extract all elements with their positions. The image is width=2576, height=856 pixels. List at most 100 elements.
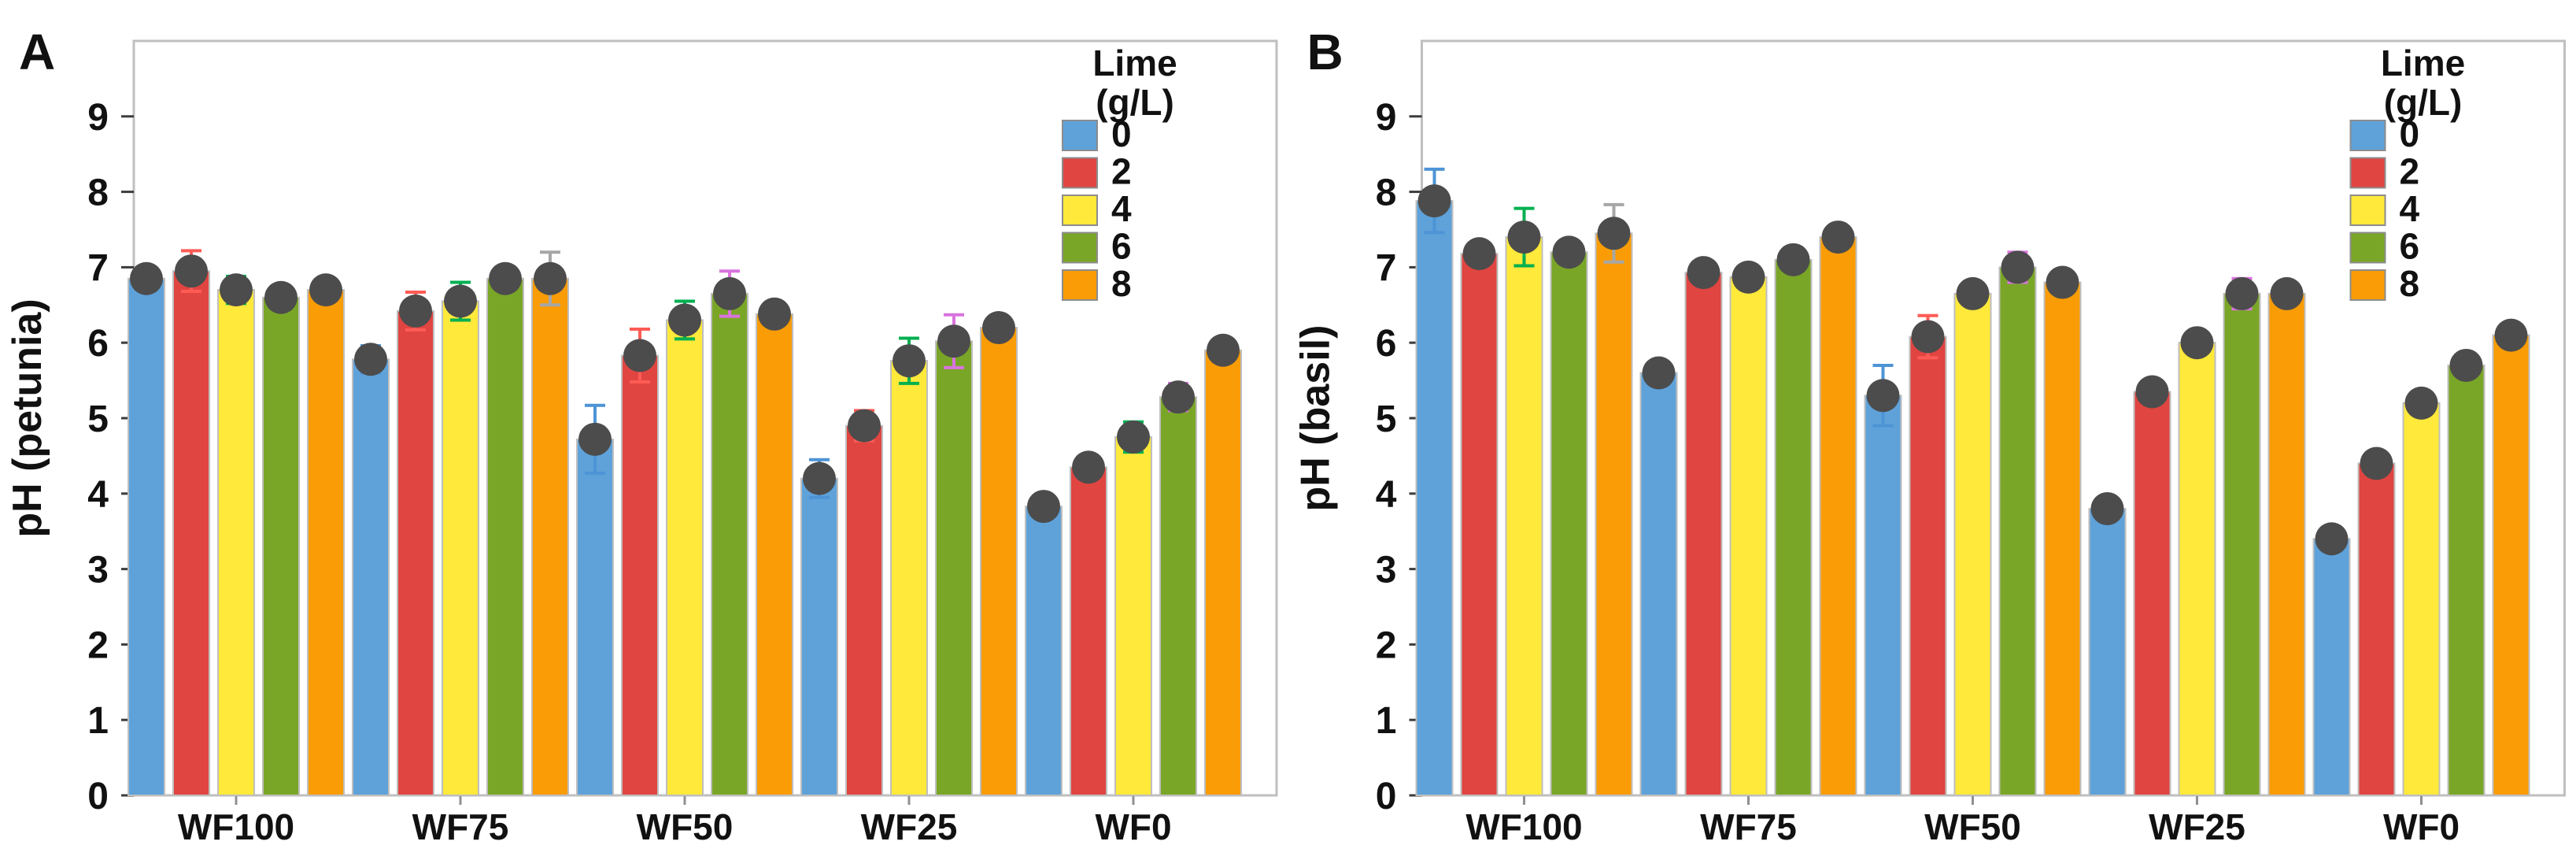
- bar-wf50-lime8: [2043, 281, 2082, 796]
- bar-wf50-lime8: [756, 313, 793, 796]
- bar-wf75-lime8: [1819, 236, 1857, 796]
- y-axis-tick-label: 7: [1376, 247, 1397, 289]
- bar-wf100-lime6: [1550, 251, 1588, 796]
- y-axis-tick-label: 4: [1376, 474, 1397, 516]
- legend-swatch-lime4: [2349, 195, 2386, 226]
- mean-dot: [1687, 256, 1720, 290]
- bar-wf50-lime6: [1998, 266, 2037, 796]
- mean-dot: [758, 297, 791, 331]
- legend-swatch-lime8: [2349, 269, 2386, 301]
- y-axis-tick-label: 2: [1376, 624, 1397, 666]
- mean-dot: [2270, 276, 2304, 310]
- mean-dot: [623, 339, 656, 372]
- mean-dot: [893, 344, 926, 378]
- x-category-label: WF0: [1095, 806, 1171, 847]
- mean-dot: [982, 311, 1015, 345]
- mean-dot: [1597, 217, 1631, 250]
- x-category-label: WF50: [1924, 806, 2021, 847]
- bar-wf0-lime6: [1159, 396, 1197, 796]
- mean-dot: [1866, 379, 1900, 413]
- legend-label-lime6: 6: [1111, 226, 1132, 267]
- mean-dot: [444, 284, 477, 318]
- mean-dot: [1162, 380, 1195, 414]
- y-axis-tick-label: 9: [1376, 97, 1397, 139]
- y-axis-tick-label: 7: [87, 247, 109, 289]
- bar-wf25-lime2: [2133, 391, 2171, 797]
- x-category-label: WF50: [637, 806, 734, 847]
- mean-dot: [130, 261, 163, 295]
- bar-wf75-lime6: [486, 277, 524, 796]
- legend-label-lime2: 2: [1111, 151, 1132, 192]
- bar-wf75-lime2: [1684, 272, 1723, 796]
- x-category-label: WF25: [2149, 806, 2245, 847]
- y-axis-tick-label: 6: [1376, 323, 1397, 365]
- legend-swatch-lime6: [1062, 232, 1098, 264]
- mean-dot: [1776, 243, 1810, 276]
- mean-dot: [2001, 250, 2035, 284]
- mean-dot: [264, 280, 298, 314]
- panel-letter: A: [19, 24, 55, 80]
- legend-swatch-lime2: [1062, 157, 1098, 189]
- mean-dot: [848, 409, 881, 443]
- legend-swatch-lime6: [2349, 232, 2386, 264]
- mean-dot: [2360, 447, 2393, 480]
- bar-wf100-lime8: [307, 289, 345, 796]
- mean-dot: [2180, 326, 2214, 360]
- bar-wf50-lime4: [666, 319, 704, 796]
- legend-title-line1: Lime: [2381, 43, 2465, 83]
- bar-wf75-lime8: [531, 277, 569, 796]
- mean-dot: [2090, 491, 2124, 525]
- panel-letter: B: [1307, 24, 1343, 80]
- bar-wf0-lime8: [2492, 334, 2530, 796]
- bar-wf25-lime4: [890, 360, 928, 796]
- mean-dot: [354, 343, 387, 376]
- bar-wf0-lime0: [1025, 506, 1063, 796]
- bar-wf50-lime0: [1864, 395, 1902, 796]
- mean-dot: [1507, 220, 1541, 254]
- bar-wf100-lime8: [1595, 232, 1633, 797]
- mean-dot: [1732, 260, 1765, 294]
- mean-dot: [2494, 318, 2528, 352]
- y-axis-tick-label: 9: [87, 97, 109, 139]
- mean-dot: [1642, 356, 1676, 390]
- y-axis-tick-label: 8: [1376, 172, 1397, 214]
- x-category-label: WF100: [178, 806, 294, 847]
- legend-title-line1: Lime: [1092, 43, 1177, 83]
- legend-label-lime4: 4: [2400, 188, 2420, 229]
- bar-wf0-lime8: [1204, 349, 1242, 796]
- bar-wf75-lime0: [1639, 372, 1678, 796]
- bar-wf100-lime4: [217, 289, 255, 796]
- x-category-label: WF25: [861, 806, 958, 847]
- legend-label-lime2: 2: [2400, 151, 2420, 192]
- mean-dot: [309, 273, 342, 307]
- mean-dot: [713, 276, 746, 310]
- mean-dot: [937, 324, 970, 358]
- mean-dot: [534, 261, 567, 295]
- bar-wf100-lime2: [172, 270, 210, 796]
- mean-dot: [2225, 276, 2259, 310]
- bar-wf0-lime6: [2447, 364, 2485, 796]
- mean-dot: [1207, 333, 1240, 367]
- y-axis-label: pH (petunia): [5, 298, 50, 537]
- mean-dot: [1821, 220, 1855, 254]
- bar-wf100-lime0: [1415, 200, 1454, 796]
- legend-label-lime4: 4: [1111, 188, 1132, 229]
- bar-wf75-lime2: [397, 309, 434, 796]
- y-axis-tick-label: 4: [87, 474, 109, 516]
- bar-wf25-lime0: [2088, 507, 2127, 797]
- y-axis-tick-label: 3: [87, 550, 109, 591]
- mean-dot: [2404, 386, 2438, 420]
- bar-wf75-lime4: [1729, 276, 1768, 796]
- bar-wf25-lime4: [2178, 342, 2216, 796]
- legend-swatch-lime0: [1062, 120, 1098, 151]
- mean-dot: [1956, 276, 1990, 310]
- mean-dot: [1552, 235, 1586, 269]
- legend-swatch-lime2: [2349, 157, 2386, 189]
- y-axis-tick-label: 5: [1376, 398, 1397, 440]
- y-axis-tick-label: 5: [87, 398, 109, 440]
- legend-label-lime0: 0: [1111, 113, 1132, 154]
- bar-wf100-lime0: [128, 277, 165, 796]
- legend-label-lime8: 8: [1111, 263, 1132, 304]
- bar-wf25-lime8: [980, 327, 1018, 797]
- legend-swatch-lime4: [1062, 195, 1098, 226]
